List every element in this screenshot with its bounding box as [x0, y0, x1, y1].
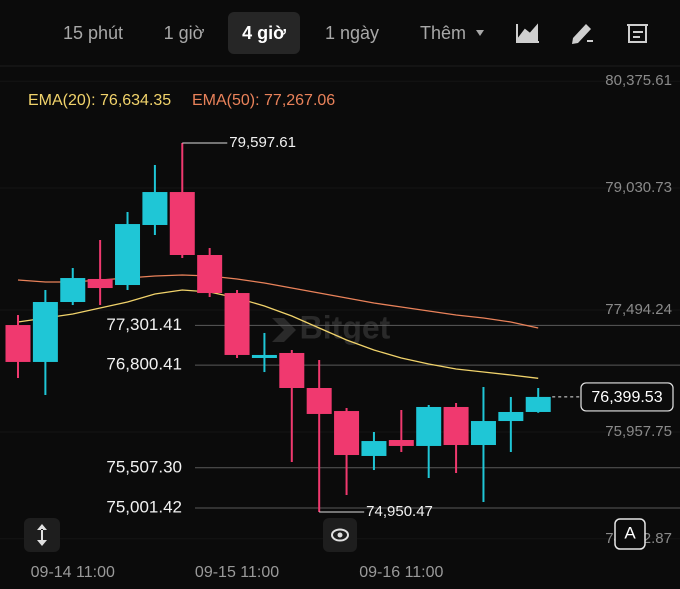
- candle-body: [498, 411, 524, 422]
- y-tick-label: 79,030.73: [605, 179, 672, 196]
- y-tick-label: 75,957.75: [605, 423, 672, 440]
- y-tick-label: 80,375.61: [605, 72, 672, 89]
- candle-body: [388, 440, 414, 446]
- candle-body: [197, 255, 223, 294]
- legend-entry: EMA(20): 76,634.35: [28, 92, 171, 109]
- candle-body: [5, 325, 31, 362]
- tab[interactable]: 1 ngày: [325, 23, 379, 43]
- auto-button[interactable]: [614, 518, 646, 550]
- selected-tab-bg: [228, 12, 300, 54]
- candle-body: [224, 293, 250, 355]
- indicator-icon[interactable]: [516, 23, 539, 43]
- candle-body: [416, 406, 442, 446]
- candle-body: [169, 192, 195, 256]
- draw-icon[interactable]: [572, 24, 593, 44]
- tab-selected[interactable]: 4 giờ: [242, 23, 286, 43]
- candle-body: [334, 411, 360, 456]
- eye-pupil: [337, 532, 343, 538]
- settings-icon[interactable]: [627, 24, 648, 43]
- candle-body: [115, 224, 141, 286]
- auto-button-label: A: [624, 523, 636, 542]
- candle-body: [306, 388, 332, 414]
- extreme-marker-label: 79,597.61: [229, 134, 296, 151]
- tab[interactable]: 15 phút: [63, 23, 123, 43]
- candle-body: [32, 302, 58, 362]
- candle-body: [279, 352, 305, 389]
- price-line-label: 76,800.41: [106, 355, 182, 374]
- candle-body: [361, 441, 387, 456]
- eye-icon: [331, 528, 349, 542]
- dropdown-arrow: [476, 30, 484, 36]
- candle-body: [251, 354, 277, 358]
- extreme-marker-label: 74,950.47: [366, 503, 433, 520]
- watermark-logo: [272, 318, 296, 342]
- x-tick-label: 09-16 11:00: [359, 564, 443, 581]
- candle-body: [142, 192, 168, 225]
- scale-icon: [37, 524, 47, 546]
- candle-body: [60, 278, 86, 303]
- candle-body: [470, 421, 496, 446]
- price-line-label: 75,001.42: [106, 497, 182, 516]
- price-line-label: 77,301.41: [106, 315, 182, 334]
- x-tick-label: 09-14 11:00: [31, 564, 115, 581]
- ema-line: [17, 289, 539, 379]
- candle-body: [525, 396, 551, 412]
- price-line-label: 75,507.30: [106, 457, 182, 476]
- chart: Bitget77,301.4176,800.4175,507.3075,001.…: [0, 72, 680, 581]
- last-price-box: [580, 382, 674, 412]
- x-tick-label: 09-15 11:00: [195, 564, 279, 581]
- y-tick-label: 77,494.24: [605, 301, 672, 318]
- more-menu[interactable]: Thêm: [420, 23, 466, 43]
- candle-body: [87, 278, 113, 289]
- tab[interactable]: 1 giờ: [164, 23, 205, 43]
- last-price-label: 76,399.53: [591, 389, 662, 406]
- legend-entry: EMA(50): 77,267.06: [192, 92, 335, 109]
- candle-body: [443, 406, 469, 446]
